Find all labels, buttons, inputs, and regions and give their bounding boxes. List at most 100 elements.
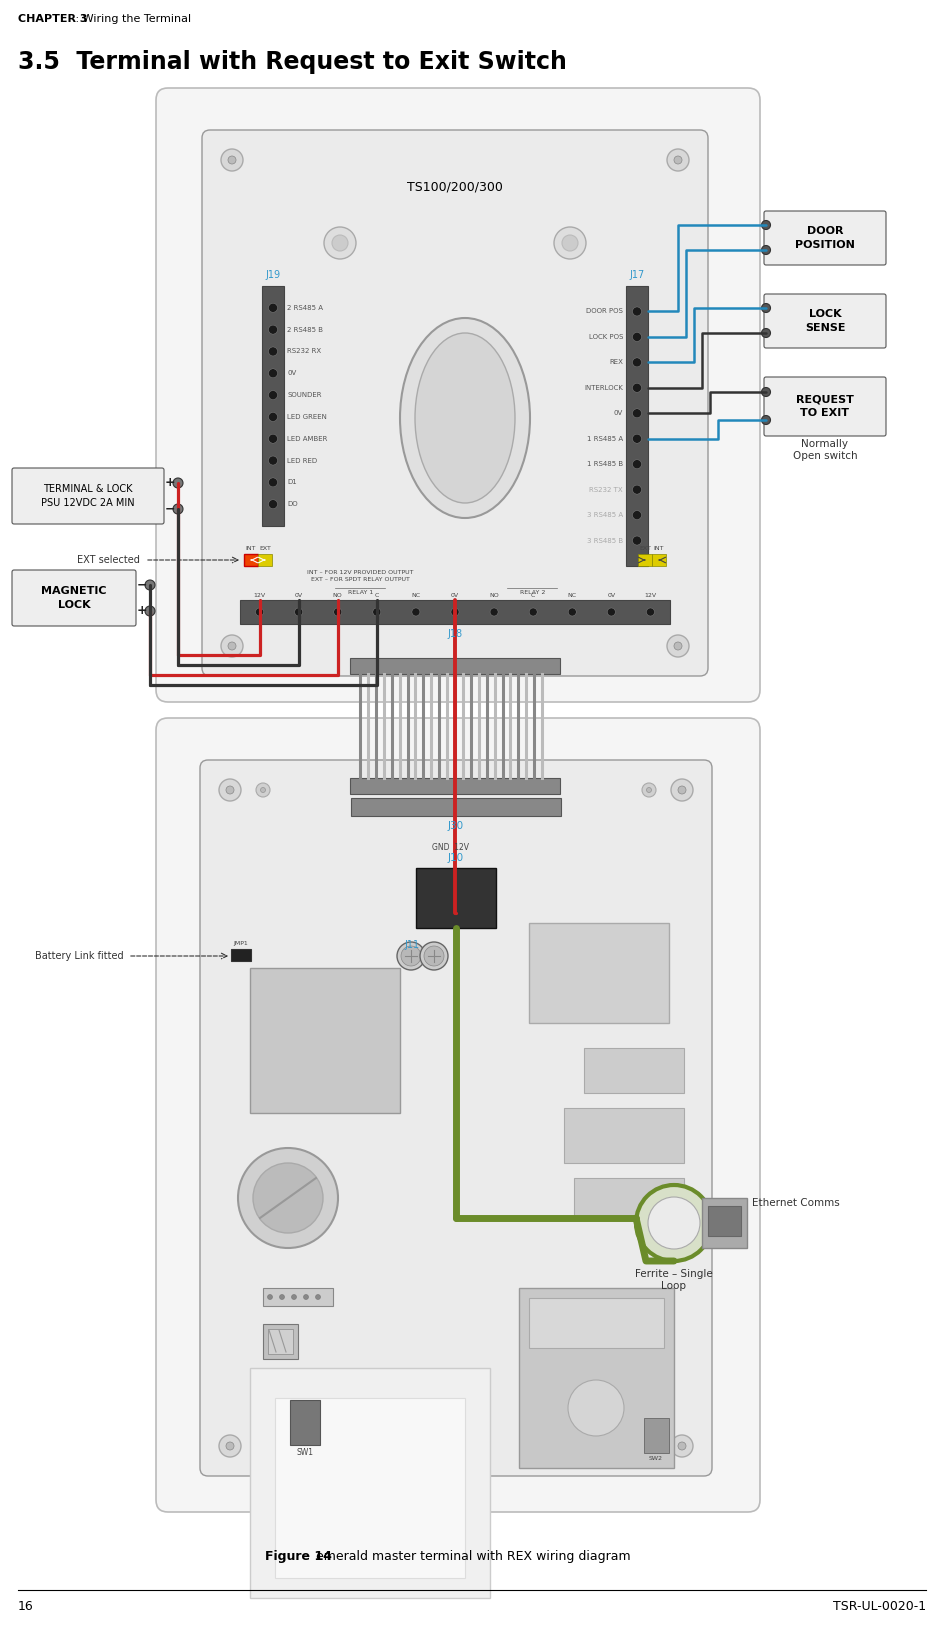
Text: LOCK
SENSE: LOCK SENSE [804,309,845,333]
Text: 16: 16 [18,1601,34,1614]
Circle shape [268,457,278,465]
Text: RS232 RX: RS232 RX [287,348,321,354]
Circle shape [490,608,498,616]
Circle shape [674,156,682,164]
Bar [416,868,496,928]
Ellipse shape [415,333,515,504]
Bar [564,1108,684,1163]
Circle shape [632,307,642,315]
Text: +: + [137,604,147,618]
Circle shape [762,245,770,255]
Bar [263,1289,333,1306]
Bar [584,1048,684,1094]
Bar [708,1206,741,1237]
Text: RELAY 1: RELAY 1 [347,590,373,595]
Circle shape [295,608,303,616]
FancyBboxPatch shape [764,294,886,348]
Text: INT: INT [245,546,256,551]
Circle shape [226,786,234,795]
Circle shape [607,608,615,616]
Bar [250,968,400,1113]
Circle shape [632,333,642,341]
Bar [574,1178,684,1219]
Text: DOOR
POSITION: DOOR POSITION [795,226,855,250]
Text: DOOR POS: DOOR POS [586,309,623,315]
Text: REQUEST
TO EXIT: REQUEST TO EXIT [796,395,854,418]
Bar [519,1289,674,1467]
Circle shape [667,150,689,171]
Text: 0V: 0V [451,593,459,598]
Circle shape [221,635,243,656]
Text: Battery Link fitted: Battery Link fitted [35,951,124,960]
Ellipse shape [400,318,530,518]
Circle shape [373,608,380,616]
Text: 12V: 12V [645,593,656,598]
Circle shape [256,608,263,616]
Bar [529,1298,664,1349]
Bar [275,1398,465,1578]
Text: 0V: 0V [607,593,615,598]
Circle shape [642,783,656,796]
Circle shape [648,1198,700,1250]
Circle shape [268,348,278,356]
Bar [529,923,669,1024]
Circle shape [173,478,183,488]
Circle shape [632,384,642,392]
Circle shape [256,783,270,796]
Bar [626,286,648,566]
Text: 3.5  Terminal with Request to Exit Switch: 3.5 Terminal with Request to Exit Switch [18,50,567,75]
Circle shape [632,486,642,494]
Text: NC: NC [567,593,577,598]
Text: 12V: 12V [254,593,265,598]
Circle shape [267,1295,273,1300]
Bar [652,554,666,565]
Text: Ferrite – Single
Loop: Ferrite – Single Loop [635,1269,713,1292]
Text: INT: INT [654,546,665,551]
Circle shape [268,304,278,312]
Text: INTERLOCK: INTERLOCK [584,385,623,392]
Text: LED RED: LED RED [287,458,317,463]
Bar [351,798,561,816]
Circle shape [530,608,537,616]
Circle shape [632,536,642,544]
Circle shape [632,460,642,468]
Text: TSR-UL-0020-1: TSR-UL-0020-1 [833,1601,926,1614]
Circle shape [671,778,693,801]
Text: emerald master terminal with REX wiring diagram: emerald master terminal with REX wiring … [312,1550,631,1563]
Text: JMP1: JMP1 [233,941,248,946]
FancyBboxPatch shape [200,760,712,1476]
Circle shape [279,1295,284,1300]
Text: 3 RS485 A: 3 RS485 A [587,512,623,518]
Circle shape [671,1435,693,1458]
Circle shape [332,236,348,250]
Text: 0V: 0V [295,593,303,598]
Text: 3 RS485 B: 3 RS485 B [587,538,623,543]
Circle shape [268,369,278,377]
Circle shape [292,1295,296,1300]
Circle shape [145,606,155,616]
Bar [250,1368,490,1597]
Text: RS232 TX: RS232 TX [589,486,623,492]
Circle shape [238,1147,338,1248]
Bar [350,658,560,674]
Text: NC: NC [412,593,420,598]
Text: J30: J30 [448,821,464,830]
Text: 1 RS485 B: 1 RS485 B [587,461,623,466]
Text: EXT: EXT [259,546,271,551]
Circle shape [324,228,356,258]
Circle shape [762,416,770,424]
Circle shape [678,1441,686,1450]
Circle shape [420,942,448,970]
Text: −: − [137,578,147,592]
Text: −: − [165,502,176,515]
Circle shape [173,504,183,514]
Text: Figure 14: Figure 14 [265,1550,332,1563]
Circle shape [424,946,444,965]
Bar [244,554,258,565]
Bar [638,554,652,565]
Text: 1 RS485 A: 1 RS485 A [587,436,623,442]
Circle shape [228,642,236,650]
Circle shape [304,1295,309,1300]
Circle shape [632,510,642,520]
Circle shape [334,608,342,616]
